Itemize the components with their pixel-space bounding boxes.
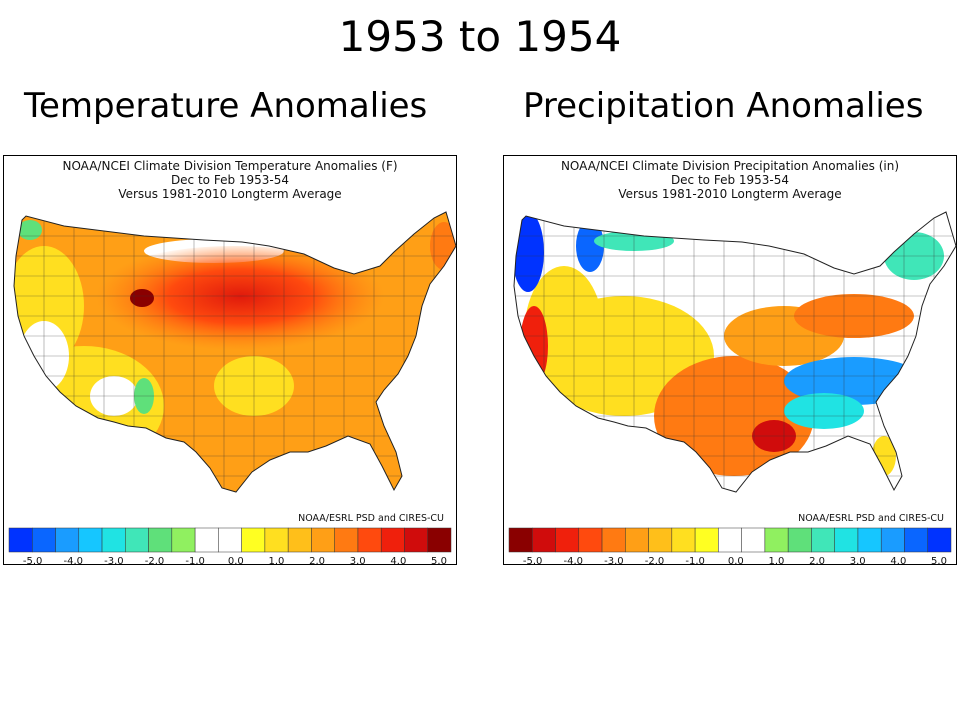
temperature-colorbar-tick-label: 4.0 <box>390 556 406 566</box>
precipitation-colorbar: -5.0 -4.0 -3.0 -2.0 -1.0 0.0 1.0 2.0 3.0 4.0 5.0 <box>508 527 952 566</box>
temperature-colorbar-swatch <box>32 527 56 553</box>
temperature-colorbar-swatch <box>194 527 219 553</box>
temperature-colorbar-swatch <box>334 527 359 553</box>
temperature-map-panel: NOAA/NCEI Climate Division Temperature A… <box>3 155 457 566</box>
precipitation-colorbar-tick-label: 0.0 <box>728 556 744 566</box>
temperature-colorbar-swatch <box>78 527 103 553</box>
precipitation-colorbar-swatch <box>741 527 766 553</box>
temperature-colorbar-swatch <box>287 527 312 553</box>
temperature-colorbar-swatch <box>171 527 196 553</box>
temperature-map-header-line2: Dec to Feb 1953-54 <box>170 173 290 187</box>
temperature-colorbar-tick-label: -1.0 <box>185 556 205 566</box>
precipitation-map-header-line1: NOAA/NCEI Climate Division Precipitation… <box>560 159 900 173</box>
temperature-colorbar: -5.0 -4.0 -3.0 -2.0 -1.0 0.0 1.0 2.0 3.0 4.0 5.0 <box>8 527 452 566</box>
temperature-colorbar-swatch <box>148 527 173 553</box>
temperature-colorbar-tick-label: -3.0 <box>104 556 124 566</box>
temperature-colorbar-swatch <box>218 527 242 553</box>
precipitation-colorbar-swatch <box>671 527 696 553</box>
temperature-colorbar-tick-label: 0.0 <box>228 556 244 566</box>
precipitation-map-graphic: -5.0 -4.0 -3.0 -2.0 -1.0 0.0 1.0 2.0 3.0 4.0 5.0 <box>508 211 957 566</box>
temperature-heading: Temperature Anomalies <box>24 86 428 126</box>
precipitation-colorbar-swatch <box>880 527 905 553</box>
precipitation-colorbar-tick-label: -1.0 <box>685 556 705 566</box>
precipitation-colorbar-swatch <box>625 527 649 553</box>
precipitation-colorbar-swatch <box>508 527 533 553</box>
precipitation-heading: Precipitation Anomalies <box>523 86 924 126</box>
temperature-colorbar-swatch <box>55 527 80 553</box>
precipitation-colorbar-swatch <box>694 527 719 553</box>
temperature-colorbar-tick-label: 3.0 <box>350 556 366 566</box>
precipitation-colorbar-swatch <box>927 527 952 553</box>
precipitation-colorbar-tick-label: 3.0 <box>850 556 866 566</box>
temperature-map-credit: NOAA/ESRL PSD and CIRES-CU <box>298 513 444 524</box>
precipitation-colorbar-swatch <box>834 527 859 553</box>
temperature-colorbar-swatch <box>311 527 335 553</box>
precipitation-colorbar-swatch <box>578 527 603 553</box>
precipitation-colorbar-swatch <box>718 527 742 553</box>
temperature-colorbar-tick-label: 5.0 <box>431 556 447 566</box>
precipitation-map-header-line3: Versus 1981-2010 Longterm Average <box>618 187 842 201</box>
temperature-colorbar-swatch <box>404 527 428 553</box>
precipitation-colorbar-tick-label: 5.0 <box>931 556 947 566</box>
temperature-map-graphic: -5.0 -4.0 -3.0 -2.0 -1.0 0.0 1.0 2.0 3.0 4.0 5.0 <box>8 211 457 566</box>
temperature-map-header-line3: Versus 1981-2010 Longterm Average <box>118 187 342 201</box>
slide-title: 1953 to 1954 <box>338 12 622 61</box>
precipitation-colorbar-tick-label: -4.0 <box>564 556 584 566</box>
temperature-colorbar-tick-label: -5.0 <box>23 556 43 566</box>
temperature-colorbar-swatch <box>427 527 452 553</box>
precipitation-colorbar-swatch <box>764 527 789 553</box>
temperature-colorbar-swatch <box>101 527 126 553</box>
precipitation-map-header-line2: Dec to Feb 1953-54 <box>670 173 790 187</box>
precipitation-colorbar-swatch <box>555 527 580 553</box>
temperature-colorbar-swatch <box>380 527 405 553</box>
temperature-colorbar-tick-label: -4.0 <box>64 556 84 566</box>
temperature-colorbar-swatch <box>357 527 382 553</box>
temperature-colorbar-swatch <box>241 527 266 553</box>
precipitation-colorbar-tick-label: -5.0 <box>523 556 543 566</box>
precipitation-colorbar-tick-label: 4.0 <box>890 556 906 566</box>
precipitation-colorbar-swatch <box>857 527 882 553</box>
precipitation-colorbar-tick-label: 1.0 <box>768 556 784 566</box>
precipitation-colorbar-swatch <box>601 527 626 553</box>
precipitation-colorbar-tick-label: -2.0 <box>645 556 665 566</box>
temperature-colorbar-tick-label: 1.0 <box>268 556 284 566</box>
precipitation-colorbar-swatch <box>904 527 928 553</box>
temperature-colorbar-swatch <box>264 527 289 553</box>
precipitation-map-credit: NOAA/ESRL PSD and CIRES-CU <box>798 513 944 524</box>
precipitation-colorbar-swatch <box>532 527 556 553</box>
precipitation-colorbar-tick-label: 2.0 <box>809 556 825 566</box>
precipitation-colorbar-swatch <box>787 527 812 553</box>
temperature-colorbar-tick-label: -2.0 <box>145 556 165 566</box>
precipitation-colorbar-swatch <box>648 527 673 553</box>
us-outline <box>13 211 457 493</box>
temperature-colorbar-swatch <box>8 527 33 553</box>
precipitation-colorbar-swatch <box>811 527 835 553</box>
precipitation-map-panel: NOAA/NCEI Climate Division Precipitation… <box>503 155 957 566</box>
precipitation-colorbar-tick-label: -3.0 <box>604 556 624 566</box>
temperature-map-header-line1: NOAA/NCEI Climate Division Temperature A… <box>62 159 398 173</box>
us-outline <box>513 211 957 493</box>
temperature-colorbar-swatch <box>125 527 149 553</box>
temperature-colorbar-tick-label: 2.0 <box>309 556 325 566</box>
